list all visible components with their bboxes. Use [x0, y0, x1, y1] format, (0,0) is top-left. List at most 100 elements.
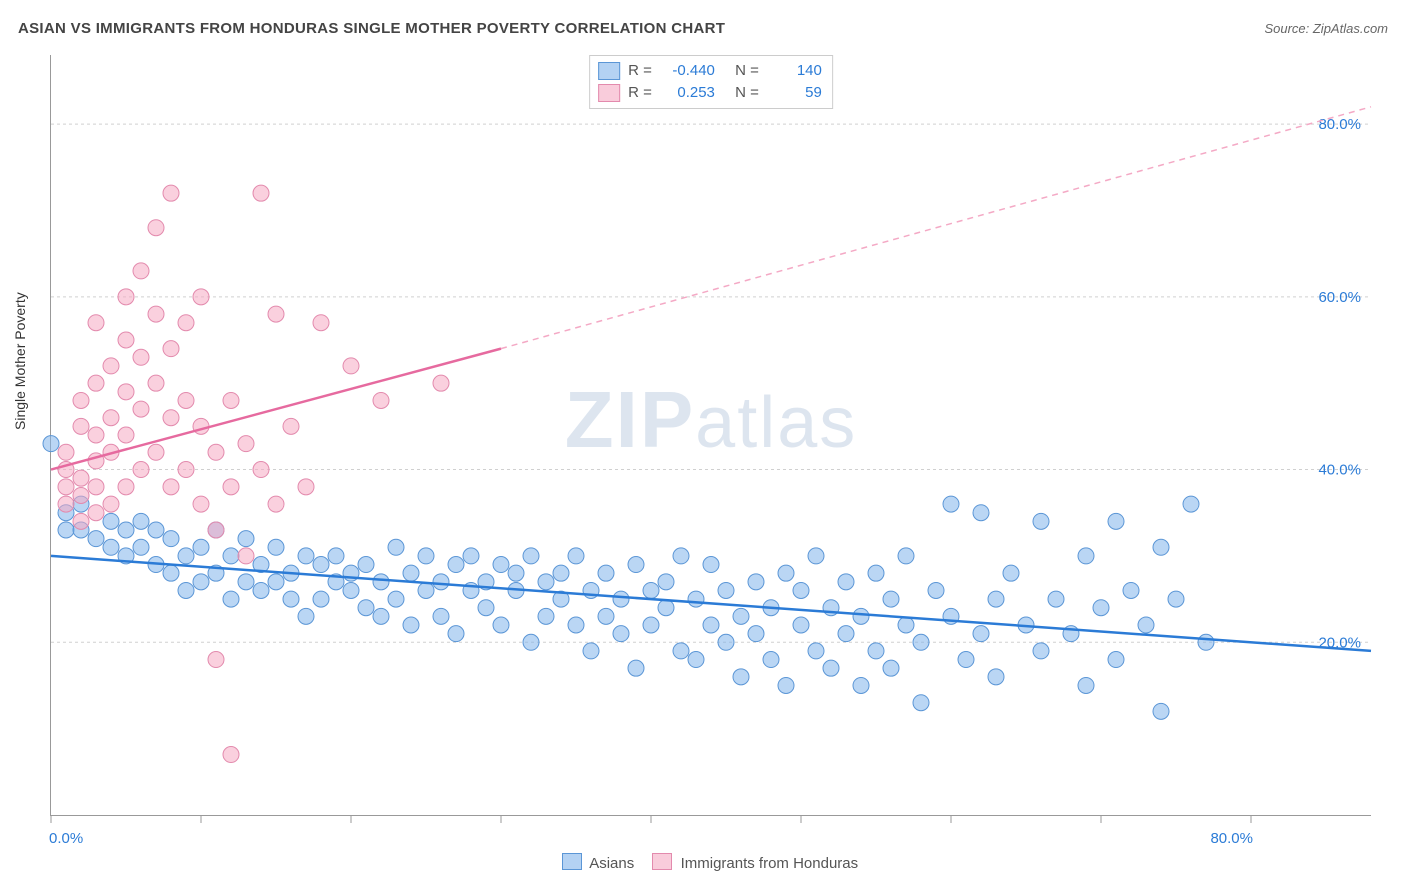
data-point-blue	[433, 608, 449, 624]
data-point-pink	[163, 479, 179, 495]
data-point-pink	[223, 747, 239, 763]
data-point-blue	[733, 669, 749, 685]
data-point-blue	[553, 565, 569, 581]
data-point-blue	[928, 582, 944, 598]
data-point-blue	[478, 600, 494, 616]
data-point-blue	[448, 626, 464, 642]
data-point-blue	[958, 652, 974, 668]
data-point-blue	[43, 436, 59, 452]
data-point-blue	[988, 591, 1004, 607]
svg-text:40.0%: 40.0%	[1318, 462, 1361, 479]
data-point-pink	[208, 522, 224, 538]
chart-svg: 20.0%40.0%60.0%80.0%0.0%80.0%	[51, 55, 1371, 815]
data-point-blue	[238, 531, 254, 547]
data-point-pink	[118, 332, 134, 348]
data-point-blue	[568, 548, 584, 564]
data-point-blue	[658, 600, 674, 616]
data-point-pink	[118, 289, 134, 305]
data-point-blue	[58, 522, 74, 538]
data-point-pink	[88, 505, 104, 521]
data-point-pink	[253, 462, 269, 478]
chart-title: ASIAN VS IMMIGRANTS FROM HONDURAS SINGLE…	[18, 20, 725, 37]
data-point-blue	[403, 565, 419, 581]
data-point-blue	[388, 539, 404, 555]
data-point-pink	[268, 306, 284, 322]
data-point-pink	[193, 496, 209, 512]
data-point-blue	[418, 582, 434, 598]
data-point-pink	[58, 444, 74, 460]
data-point-blue	[103, 539, 119, 555]
data-point-blue	[658, 574, 674, 590]
data-point-blue	[403, 617, 419, 633]
data-point-pink	[88, 479, 104, 495]
trend-line-pink-dash	[501, 107, 1371, 349]
data-point-pink	[133, 263, 149, 279]
data-point-blue	[283, 591, 299, 607]
data-point-pink	[283, 418, 299, 434]
svg-text:0.0%: 0.0%	[49, 830, 83, 847]
data-point-blue	[313, 591, 329, 607]
data-point-blue	[1123, 582, 1139, 598]
data-point-blue	[358, 557, 374, 573]
data-point-pink	[133, 349, 149, 365]
data-point-pink	[88, 375, 104, 391]
data-point-blue	[1168, 591, 1184, 607]
data-point-blue	[673, 643, 689, 659]
r-label: R =	[628, 82, 652, 104]
n-value-pink: 59	[767, 82, 822, 104]
data-point-blue	[493, 557, 509, 573]
data-point-blue	[1153, 539, 1169, 555]
data-point-pink	[103, 410, 119, 426]
data-point-blue	[193, 574, 209, 590]
legend-swatch-blue	[598, 62, 620, 80]
data-point-pink	[103, 358, 119, 374]
correlation-legend: R = -0.440 N = 140 R = 0.253 N = 59	[589, 55, 833, 109]
data-point-pink	[178, 392, 194, 408]
data-point-blue	[538, 608, 554, 624]
data-point-blue	[913, 634, 929, 650]
data-point-pink	[148, 444, 164, 460]
data-point-blue	[1033, 513, 1049, 529]
data-point-blue	[838, 626, 854, 642]
r-value-blue: -0.440	[660, 60, 715, 82]
data-point-pink	[223, 392, 239, 408]
data-point-blue	[1138, 617, 1154, 633]
data-point-pink	[148, 306, 164, 322]
data-point-blue	[868, 643, 884, 659]
data-point-blue	[793, 617, 809, 633]
data-point-blue	[973, 505, 989, 521]
data-point-pink	[73, 418, 89, 434]
data-point-blue	[358, 600, 374, 616]
data-point-blue	[328, 548, 344, 564]
data-point-blue	[628, 660, 644, 676]
data-point-blue	[268, 539, 284, 555]
data-point-blue	[748, 574, 764, 590]
n-value-blue: 140	[767, 60, 822, 82]
data-point-blue	[88, 531, 104, 547]
data-point-pink	[73, 513, 89, 529]
footer-label-blue: Asians	[589, 855, 634, 872]
data-point-blue	[778, 677, 794, 693]
data-point-blue	[133, 539, 149, 555]
data-point-blue	[448, 557, 464, 573]
data-point-pink	[373, 392, 389, 408]
source-label: Source: ZipAtlas.com	[1264, 21, 1388, 36]
data-point-pink	[433, 375, 449, 391]
data-point-blue	[223, 548, 239, 564]
footer-label-pink: Immigrants from Honduras	[681, 855, 859, 872]
data-point-blue	[538, 574, 554, 590]
data-point-blue	[1033, 643, 1049, 659]
legend-row-pink: R = 0.253 N = 59	[598, 82, 822, 104]
data-point-blue	[118, 522, 134, 538]
n-label: N =	[735, 60, 759, 82]
data-point-blue	[688, 652, 704, 668]
data-point-blue	[1153, 703, 1169, 719]
data-point-pink	[178, 315, 194, 331]
data-point-blue	[493, 617, 509, 633]
data-point-blue	[298, 608, 314, 624]
data-point-blue	[568, 617, 584, 633]
data-point-pink	[88, 315, 104, 331]
data-point-blue	[313, 557, 329, 573]
r-value-pink: 0.253	[660, 82, 715, 104]
data-point-pink	[88, 427, 104, 443]
